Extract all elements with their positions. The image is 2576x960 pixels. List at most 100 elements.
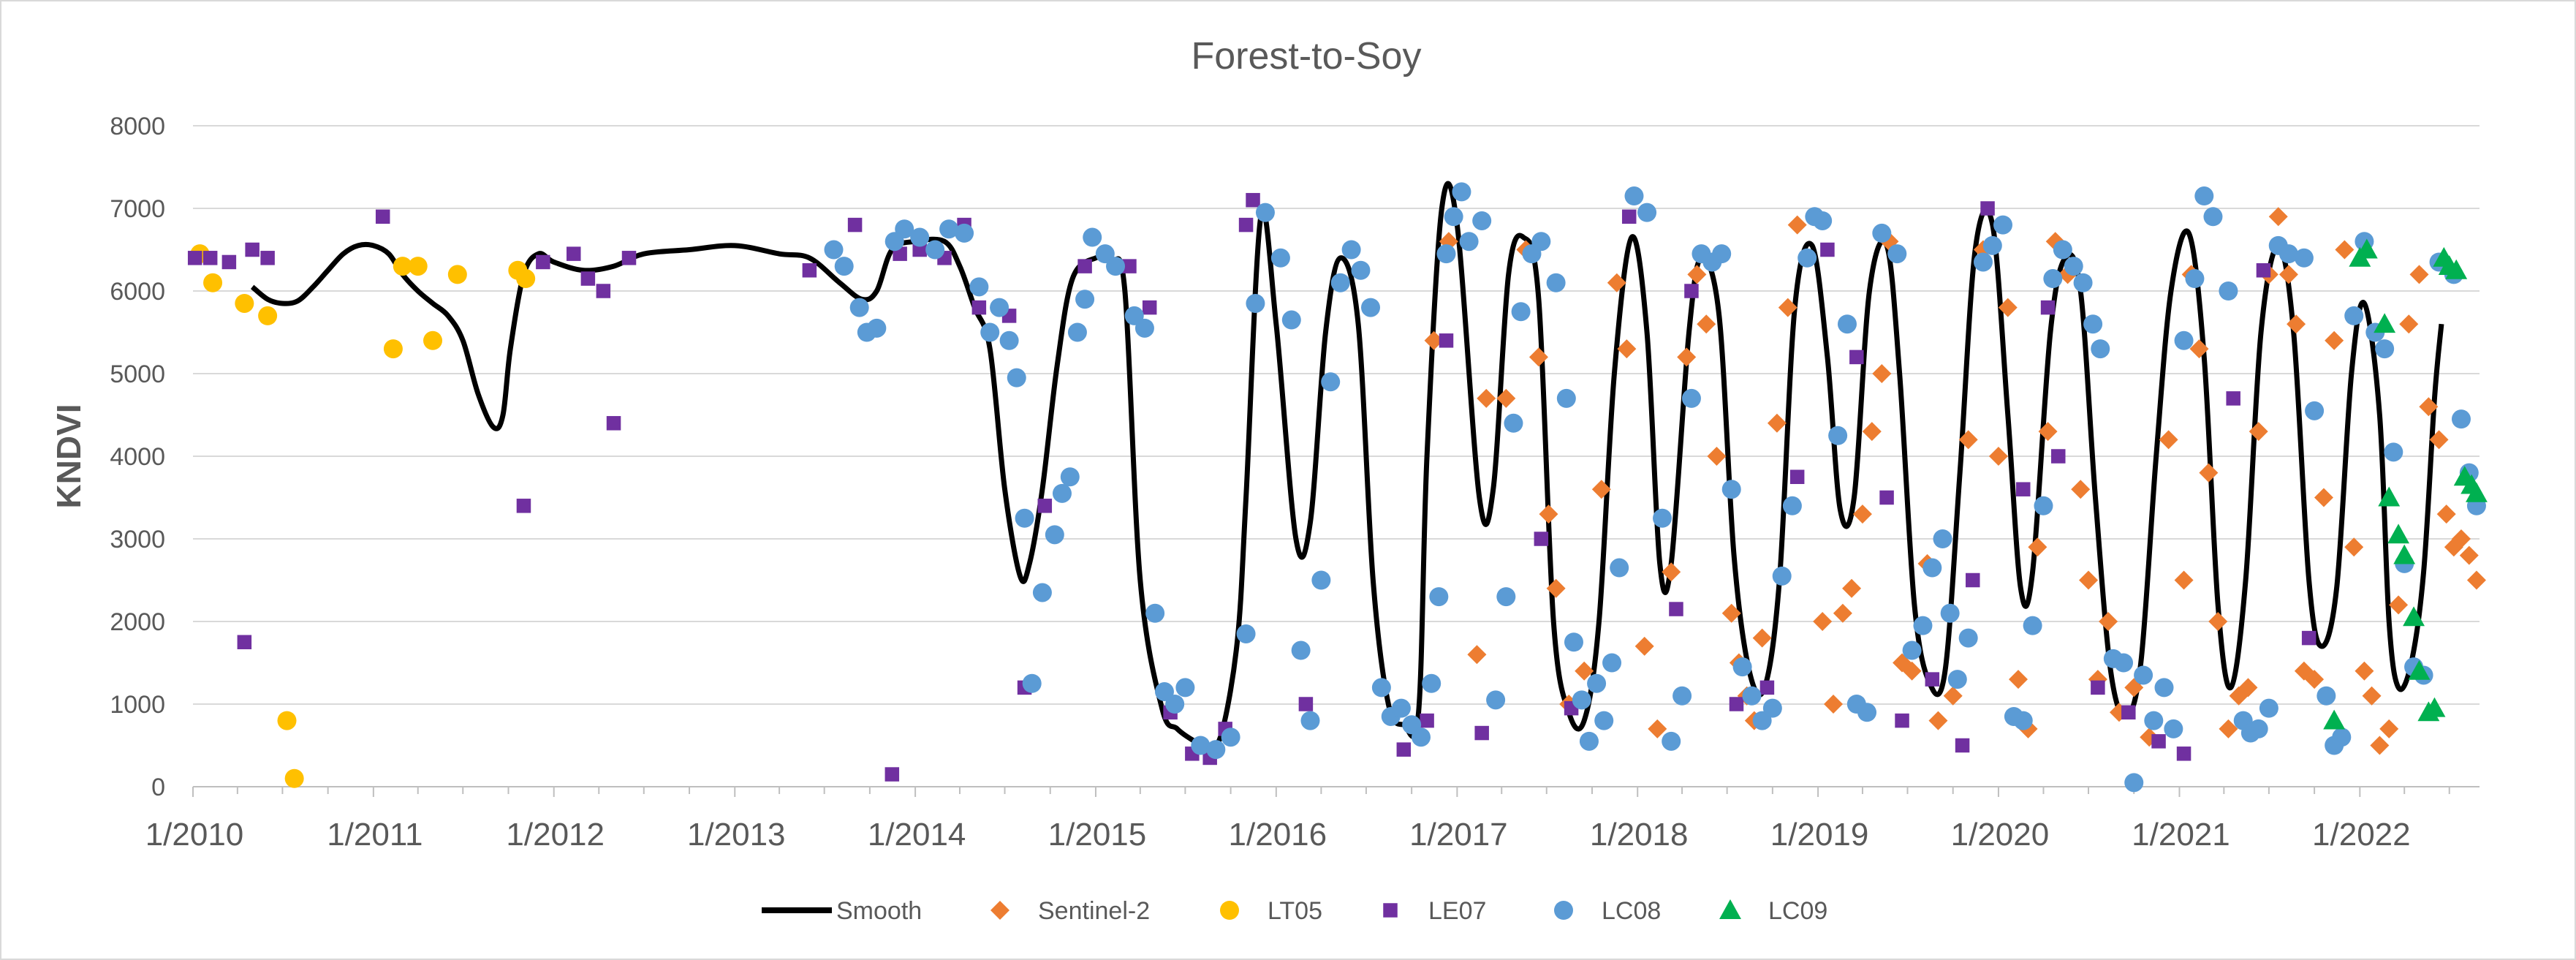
data-point-lc09 bbox=[2378, 486, 2401, 507]
data-point-sentinel-2 bbox=[2038, 422, 2058, 442]
data-point-le07 bbox=[2176, 747, 2192, 761]
data-point-lc08 bbox=[2278, 244, 2298, 264]
series-line-smooth bbox=[250, 181, 2444, 753]
data-point-le07 bbox=[971, 300, 987, 315]
data-point-sentinel-2 bbox=[1787, 215, 1807, 235]
data-point-lc08 bbox=[2249, 719, 2268, 738]
y-tick-layer: 0 1000 2000 3000 4000 5000 6000 7000 8000 bbox=[110, 113, 165, 801]
legend-swatch-lc08 bbox=[1554, 901, 1573, 920]
x-tick-label: 1/2014 bbox=[868, 817, 966, 853]
data-point-lc08 bbox=[910, 227, 930, 247]
data-point-lc08 bbox=[980, 322, 1000, 342]
data-point-le07 bbox=[884, 767, 900, 782]
data-point-lc08 bbox=[2332, 727, 2352, 747]
data-point-le07 bbox=[802, 263, 817, 278]
data-point-sentinel-2 bbox=[2419, 397, 2439, 417]
data-point-le07 bbox=[2016, 482, 2031, 496]
data-point-sentinel-2 bbox=[1467, 645, 1487, 665]
data-point-lc08 bbox=[1281, 310, 1301, 330]
x-tick-label: 1/2011 bbox=[327, 817, 423, 853]
data-point-lc08 bbox=[955, 223, 974, 243]
data-point-le07 bbox=[1077, 259, 1092, 273]
data-point-lc08 bbox=[1075, 290, 1095, 309]
data-point-lc08 bbox=[1902, 640, 1922, 660]
data-point-lc08 bbox=[2114, 653, 2134, 673]
y-tick-label: 3000 bbox=[110, 526, 165, 553]
legend-label-lc09: LC09 bbox=[1768, 897, 1827, 925]
line-layer bbox=[250, 181, 2444, 753]
data-point-sentinel-2 bbox=[1634, 636, 1654, 656]
data-point-sentinel-2 bbox=[1902, 661, 1922, 681]
data-point-lc09 bbox=[2355, 238, 2378, 259]
data-point-le07 bbox=[221, 254, 237, 270]
data-point-sentinel-2 bbox=[1813, 612, 1833, 631]
data-point-lc08 bbox=[2164, 719, 2183, 738]
data-point-le07 bbox=[1396, 742, 1412, 757]
data-point-lc08 bbox=[1556, 388, 1576, 408]
data-point-lc08 bbox=[1472, 211, 1492, 230]
data-point-lc08 bbox=[999, 330, 1019, 350]
data-point-lc08 bbox=[990, 298, 1009, 317]
data-point-le07 bbox=[1439, 333, 1454, 348]
data-point-lt05 bbox=[235, 293, 254, 313]
y-tick-label: 7000 bbox=[110, 195, 165, 223]
data-point-lc08 bbox=[1459, 232, 1479, 252]
data-point-lc08 bbox=[1857, 703, 1877, 722]
data-point-le07 bbox=[202, 251, 218, 265]
data-point-lc08 bbox=[849, 298, 869, 317]
data-point-lc08 bbox=[2316, 686, 2336, 706]
data-point-sentinel-2 bbox=[2189, 339, 2209, 359]
data-point-sentinel-2 bbox=[1998, 298, 2018, 317]
data-point-lc08 bbox=[1007, 368, 1026, 388]
legend: Smooth Sentinel-2 LT05 LE07 LC08 LC09 bbox=[762, 897, 1827, 925]
data-point-lc08 bbox=[2384, 442, 2403, 462]
data-point-lc08 bbox=[2194, 186, 2214, 206]
data-point-lc08 bbox=[1032, 583, 1052, 602]
data-point-sentinel-2 bbox=[2071, 480, 2091, 499]
data-point-sentinel-2 bbox=[2344, 537, 2364, 557]
data-point-sentinel-2 bbox=[1528, 347, 1548, 367]
legend-swatch-lt05 bbox=[1220, 901, 1239, 920]
data-point-sentinel-2 bbox=[2008, 670, 2028, 689]
data-point-lc08 bbox=[2064, 257, 2083, 276]
data-point-sentinel-2 bbox=[1607, 273, 1626, 292]
data-point-lc08 bbox=[2305, 401, 2325, 420]
data-point-lc08 bbox=[1922, 558, 1942, 578]
data-point-le07 bbox=[912, 242, 927, 257]
data-point-lc08 bbox=[2259, 698, 2278, 718]
data-point-lc08 bbox=[1145, 603, 1165, 623]
x-tick-label: 1/2010 bbox=[145, 817, 244, 853]
data-point-lc08 bbox=[1045, 525, 1064, 545]
data-point-lt05 bbox=[383, 339, 403, 359]
data-point-le07 bbox=[567, 246, 581, 261]
data-point-lc08 bbox=[2043, 269, 2063, 289]
data-point-lc08 bbox=[1872, 223, 1892, 243]
data-point-lc08 bbox=[1828, 426, 1848, 445]
data-point-le07 bbox=[1895, 713, 1909, 728]
data-point-sentinel-2 bbox=[1958, 430, 1978, 450]
data-point-sentinel-2 bbox=[2314, 488, 2333, 507]
data-point-lc08 bbox=[1134, 318, 1154, 338]
data-point-sentinel-2 bbox=[1648, 719, 1667, 738]
data-point-lc08 bbox=[824, 240, 844, 260]
data-point-le07 bbox=[1925, 672, 1940, 687]
data-point-sentinel-2 bbox=[2249, 422, 2268, 442]
data-point-sentinel-2 bbox=[2079, 570, 2099, 590]
data-point-sentinel-2 bbox=[2429, 430, 2449, 450]
data-point-lc08 bbox=[1291, 640, 1311, 660]
data-point-sentinel-2 bbox=[1677, 347, 1697, 367]
data-point-lt05 bbox=[393, 257, 412, 276]
data-point-lc08 bbox=[1083, 227, 1102, 247]
legend-swatch-le07 bbox=[1383, 903, 1398, 918]
data-point-lc08 bbox=[1672, 686, 1692, 706]
data-point-le07 bbox=[1238, 217, 1254, 233]
data-point-lc08 bbox=[1236, 624, 1256, 643]
data-point-lc08 bbox=[1206, 740, 1226, 760]
data-point-lc08 bbox=[2083, 314, 2103, 334]
data-point-le07 bbox=[621, 251, 637, 265]
data-point-lc08 bbox=[1602, 653, 1622, 673]
data-point-sentinel-2 bbox=[1707, 447, 1727, 466]
data-point-le07 bbox=[596, 284, 611, 298]
data-point-lt05 bbox=[447, 265, 467, 284]
